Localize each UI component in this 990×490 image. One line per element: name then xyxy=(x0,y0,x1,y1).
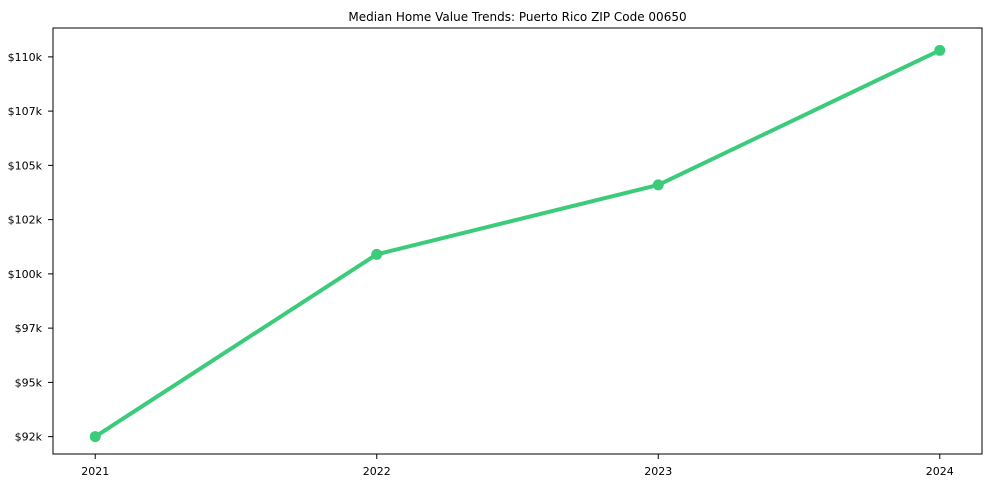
y-axis-tick-label: $110k xyxy=(8,51,43,64)
data-point-marker xyxy=(371,248,383,260)
chart-title: Median Home Value Trends: Puerto Rico ZI… xyxy=(348,10,686,24)
trend-line xyxy=(93,48,942,439)
y-axis-tick-label: $105k xyxy=(8,159,43,172)
y-axis-tick-label: $92k xyxy=(15,431,43,444)
y-axis-tick-label: $107k xyxy=(8,105,43,118)
plot-area-border xyxy=(52,27,983,455)
data-point-marker xyxy=(652,179,664,191)
y-axis-tick-label: $95k xyxy=(15,376,43,389)
y-axis-tick-label: $97k xyxy=(15,322,43,335)
y-axis-tick-label: $102k xyxy=(8,214,43,227)
x-axis-tick-label: 2022 xyxy=(363,465,391,478)
x-axis-tick-label: 2023 xyxy=(644,465,672,478)
x-axis-tick-label: 2024 xyxy=(926,465,954,478)
data-point-marker xyxy=(89,431,101,443)
x-axis-tick-label: 2021 xyxy=(81,465,109,478)
y-axis-tick-label: $100k xyxy=(8,268,43,281)
data-point-marker xyxy=(934,44,946,56)
